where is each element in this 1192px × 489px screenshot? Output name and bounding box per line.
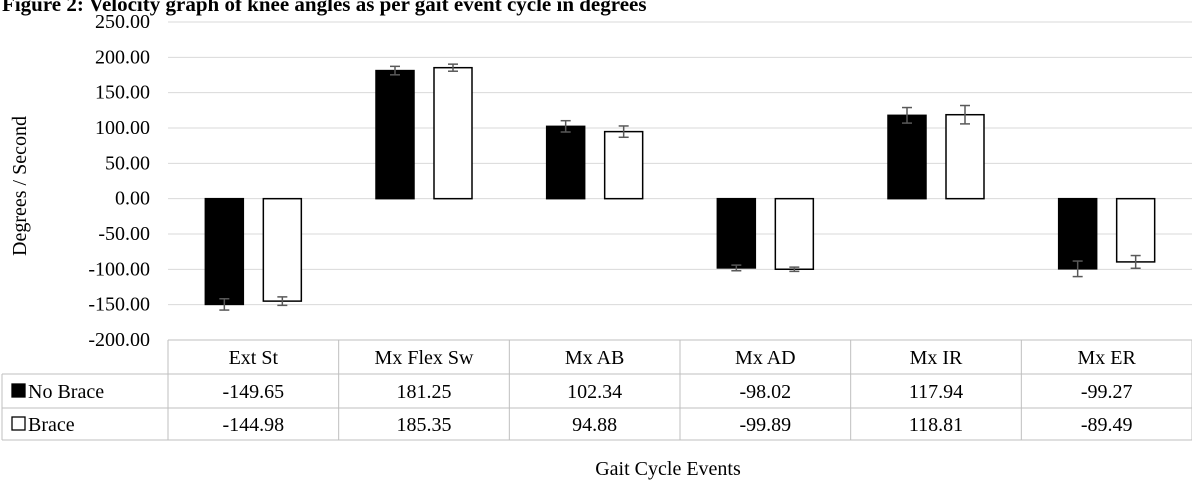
bar-no-brace xyxy=(887,114,927,200)
error-bar xyxy=(1130,254,1141,270)
bars xyxy=(204,66,1156,306)
data-label: 94.88 xyxy=(572,414,617,436)
bar-no-brace xyxy=(545,125,586,200)
data-label: 117.94 xyxy=(909,381,963,403)
y-axis-tick-labels: 250.00 200.00 150.00 100.00 50.00 0.00 -50.00 -… xyxy=(88,11,150,351)
bar-brace xyxy=(1115,197,1156,263)
error-bar xyxy=(390,65,400,76)
legend-label: Brace xyxy=(28,414,75,436)
x-tick-label: Ext St xyxy=(229,347,279,369)
y-tick-label: 100.00 xyxy=(95,117,150,139)
legend-label: No Brace xyxy=(28,381,104,403)
y-tick-label: -50.00 xyxy=(98,223,150,245)
bar-no-brace xyxy=(204,197,245,306)
y-tick-label: 250.00 xyxy=(95,11,150,33)
y-tick-label: 200.00 xyxy=(95,46,150,68)
y-tick-label: 150.00 xyxy=(95,82,150,104)
data-label: -149.65 xyxy=(222,381,284,403)
error-bar xyxy=(277,296,288,307)
error-bar xyxy=(960,104,970,125)
bar-brace xyxy=(262,197,303,302)
chart-title: Figure 2: Velocity graph of knee angles … xyxy=(2,0,647,16)
data-label: 181.25 xyxy=(397,381,452,403)
legend-swatch-no-brace xyxy=(11,383,26,398)
data-label: 102.34 xyxy=(567,381,622,403)
data-label: 118.81 xyxy=(909,414,963,436)
x-tick-label: Mx AB xyxy=(565,347,624,369)
bar-brace xyxy=(774,197,815,271)
y-tick-label: -200.00 xyxy=(88,329,150,351)
error-bars xyxy=(219,63,1141,311)
data-label: 185.35 xyxy=(397,414,452,436)
data-label: -144.98 xyxy=(222,414,284,436)
x-axis-label: Gait Cycle Events xyxy=(595,458,741,480)
legend-swatch-brace xyxy=(11,416,26,431)
y-tick-label: 0.00 xyxy=(115,188,150,210)
bar-no-brace xyxy=(375,69,415,200)
y-tick-label: -150.00 xyxy=(88,294,150,316)
x-tick-label: Mx Flex Sw xyxy=(375,347,474,369)
data-label: -99.89 xyxy=(739,414,791,436)
error-bar xyxy=(560,119,571,133)
data-table: Ext St Mx Flex Sw Mx AB Mx AD Mx IR Mx ER No B… xyxy=(1,339,1192,441)
bar-no-brace xyxy=(716,197,757,269)
error-bar xyxy=(618,125,629,139)
bar-brace xyxy=(603,130,644,200)
bar-brace xyxy=(433,66,473,200)
data-label: -99.27 xyxy=(1081,381,1133,403)
bar-brace xyxy=(945,113,985,200)
y-tick-label: 50.00 xyxy=(105,152,150,174)
data-label: -89.49 xyxy=(1081,414,1133,436)
data-label: -98.02 xyxy=(739,381,791,403)
x-tick-label: Mx AD xyxy=(735,347,796,369)
bar-no-brace xyxy=(1057,197,1098,270)
x-tick-label: Mx IR xyxy=(910,347,963,369)
gridlines xyxy=(168,21,1192,341)
error-bar xyxy=(789,266,800,273)
error-bar xyxy=(902,106,912,124)
x-tick-label: Mx ER xyxy=(1077,347,1136,369)
error-bar xyxy=(731,264,742,272)
y-axis-label: Degrees / Second xyxy=(9,116,31,256)
error-bar xyxy=(448,63,458,72)
error-bar xyxy=(219,298,230,311)
error-bar xyxy=(1072,260,1083,278)
y-tick-label: -100.00 xyxy=(88,258,150,280)
